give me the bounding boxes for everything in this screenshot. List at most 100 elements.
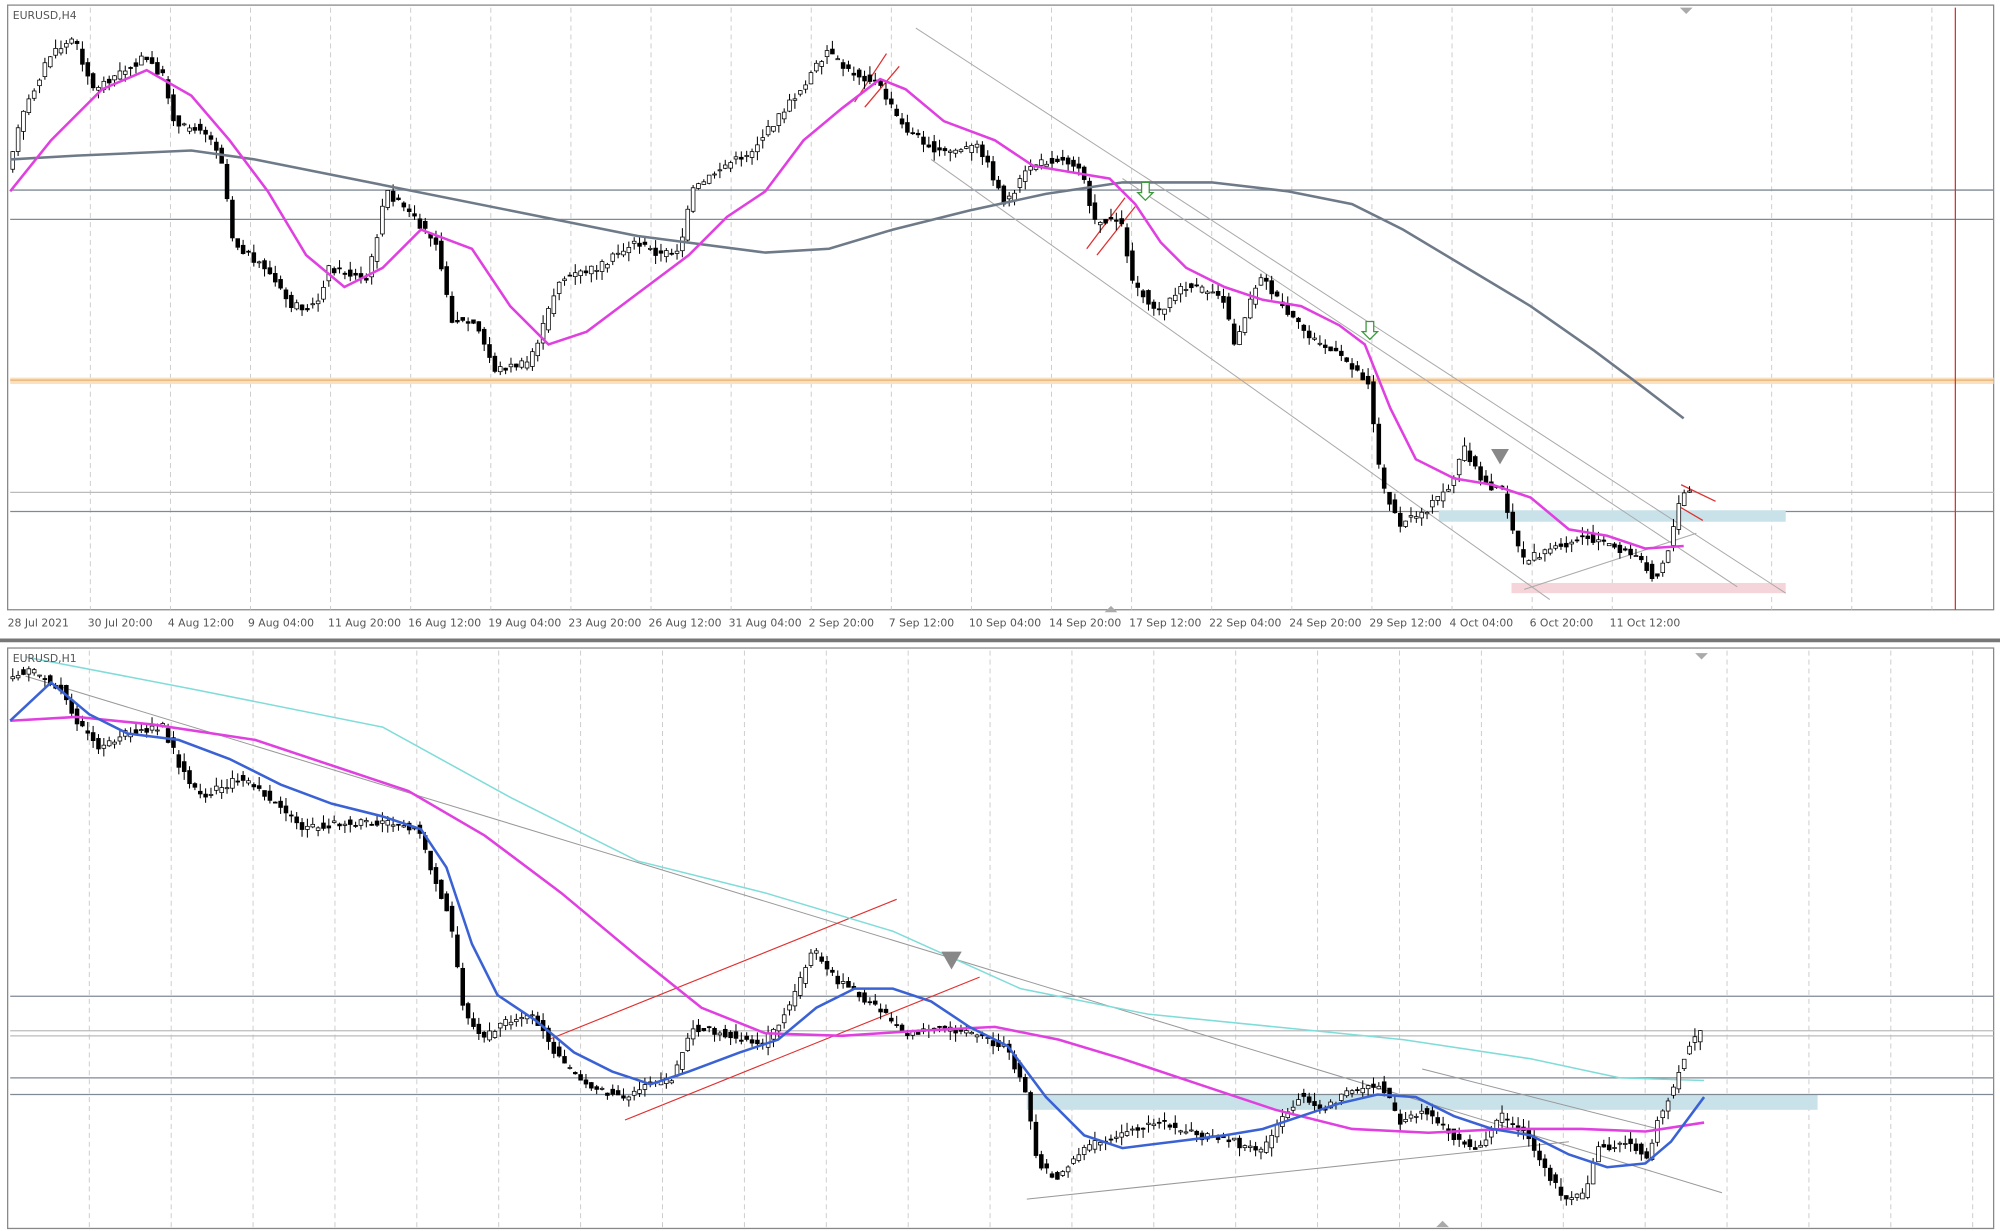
candle-body — [1135, 1127, 1141, 1131]
candle-body — [272, 801, 278, 804]
candle-body — [1424, 1108, 1430, 1115]
candle-body — [262, 260, 267, 270]
candle-body — [1189, 1129, 1194, 1132]
time-axis: 28 Jul 2021 30 Jul 20:00 4 Aug 12:00 9 Aug … — [8, 616, 1681, 629]
candle-body — [267, 790, 273, 801]
candle-body — [942, 148, 948, 152]
candle-body — [1462, 445, 1467, 461]
candle-body — [964, 146, 969, 149]
candle-body — [1124, 227, 1130, 257]
triangle-marker — [941, 951, 962, 970]
candle-body — [599, 1087, 605, 1090]
candle-body — [69, 38, 74, 44]
candle-body — [1424, 511, 1430, 515]
candle-body — [112, 741, 117, 745]
candle-body — [1065, 157, 1071, 165]
candle-body — [1081, 1147, 1087, 1155]
candle-body — [385, 820, 391, 826]
candle-body — [1189, 283, 1194, 289]
candle-body — [1542, 549, 1548, 555]
candle-body — [433, 237, 439, 245]
candle-body — [706, 1026, 712, 1029]
candle-body — [712, 173, 717, 176]
candle-body — [1355, 365, 1360, 371]
candle-body — [626, 247, 632, 254]
candle-body — [1397, 512, 1403, 527]
candle-body — [305, 308, 310, 311]
candle-body — [664, 250, 669, 257]
candle-body — [1456, 1133, 1462, 1140]
candle-body — [1531, 1136, 1537, 1151]
panel-title: EURUSD,H4 — [13, 9, 77, 22]
candle-body — [1542, 1158, 1548, 1168]
candle-body — [1135, 282, 1141, 288]
candle-body — [765, 1033, 771, 1048]
candle-body — [1269, 1134, 1274, 1149]
candle-body — [824, 50, 830, 58]
candle-body — [1585, 535, 1591, 539]
candle-body — [1322, 344, 1328, 348]
candle-body — [830, 969, 835, 973]
candle-body — [1537, 1150, 1542, 1161]
candle-body — [96, 738, 101, 750]
moving-average-fast — [9, 68, 1684, 550]
candle-body — [310, 303, 316, 306]
candle-body — [1681, 1058, 1687, 1069]
candle-body — [1108, 1138, 1114, 1141]
candle-body — [1285, 304, 1291, 315]
candle-body — [1446, 488, 1451, 492]
candle-body — [455, 320, 460, 323]
candle-body — [787, 1004, 792, 1011]
candle-body — [1205, 291, 1210, 294]
candle-body — [1403, 520, 1408, 527]
candle-body — [631, 1090, 637, 1096]
candle-body — [1167, 297, 1173, 308]
grid — [88, 650, 1974, 1228]
candle-body — [85, 730, 91, 734]
candle-body — [1697, 1030, 1703, 1043]
candle-body — [776, 1024, 782, 1032]
candle-body — [1258, 1148, 1264, 1153]
candle-body — [787, 99, 792, 112]
candle-body — [1644, 1151, 1649, 1159]
candle-body — [224, 163, 230, 200]
candle-body — [599, 261, 605, 272]
candle-body — [187, 127, 192, 132]
candle-body — [262, 790, 267, 797]
candle-body — [374, 820, 380, 826]
candle-body — [1601, 539, 1607, 542]
candle-body — [1237, 331, 1242, 345]
trend-line — [25, 675, 1723, 1194]
candle-body — [58, 48, 64, 54]
candle-body — [1612, 543, 1617, 548]
candle-body — [1601, 1144, 1607, 1148]
candle-body — [390, 190, 396, 202]
candle-body — [674, 250, 680, 254]
candle-body — [797, 977, 803, 996]
candle-body — [155, 62, 160, 75]
candle-body — [605, 1092, 610, 1096]
candle-body — [899, 1024, 905, 1032]
candle-body — [80, 721, 85, 727]
candle-body — [1194, 1130, 1199, 1136]
candle-body — [530, 1014, 535, 1017]
candle-body — [289, 814, 294, 817]
candle-body — [1296, 317, 1301, 323]
candle-body — [1617, 544, 1623, 553]
candle-body — [401, 202, 407, 208]
candle-body — [1349, 363, 1355, 370]
candle-body — [819, 61, 824, 67]
candle-body — [1344, 357, 1349, 362]
candle-body — [460, 317, 466, 321]
candle-body — [637, 242, 642, 247]
candle-body — [181, 123, 187, 126]
panel-frame — [7, 4, 1995, 611]
candle-body — [1317, 1104, 1323, 1109]
candle-body — [96, 87, 101, 91]
candle-body — [112, 75, 117, 81]
candle-body — [160, 69, 166, 74]
chart-panel-h1: EURUSD,H1 — [7, 647, 1995, 1230]
candle-body — [1467, 450, 1473, 463]
candle-body — [37, 674, 42, 677]
